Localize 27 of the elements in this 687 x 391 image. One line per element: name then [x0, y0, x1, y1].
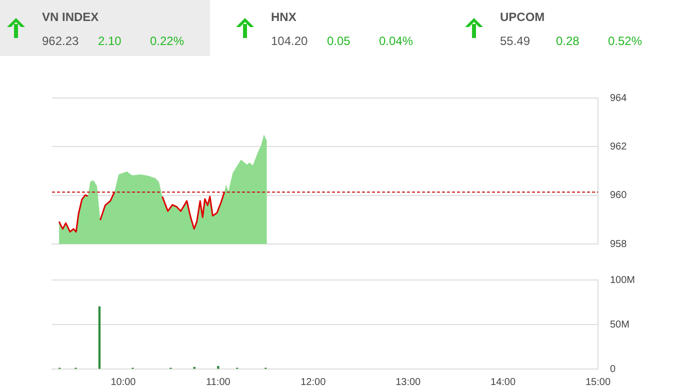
data-label: 962.23 — [42, 34, 79, 48]
bar — [98, 306, 101, 369]
x-tick-label: 13:00 — [396, 376, 422, 388]
data-label: 0.22% — [150, 34, 184, 48]
y-tick-label: 960 — [610, 190, 628, 202]
y-tick-label: 958 — [610, 238, 628, 250]
x-tick-label: 11:00 — [206, 376, 231, 388]
data-label: 104.20 — [271, 34, 308, 48]
bar — [217, 366, 220, 369]
category-label: HNX — [271, 10, 296, 24]
data-label: 0.05 — [327, 34, 350, 48]
data-label: 2.10 — [98, 34, 122, 48]
category-label: UPCOM — [500, 10, 545, 24]
x-tick-label: 14:00 — [490, 376, 516, 388]
y-tick-label: 0 — [610, 364, 616, 375]
y-tick-label: 50M — [610, 319, 630, 330]
category-label: VN INDEX — [42, 10, 99, 24]
y-tick-label: 964 — [610, 92, 628, 104]
x-tick-label: 12:00 — [300, 376, 326, 388]
y-tick-label: 100M — [610, 274, 636, 286]
x-tick-label: 10:00 — [110, 376, 136, 388]
y-tick-label: 962 — [610, 141, 628, 152]
data-label: 55.49 — [500, 34, 530, 48]
x-tick-label: 15:00 — [585, 376, 611, 388]
data-label: 0.04% — [379, 34, 414, 48]
data-label: 0.28 — [556, 34, 580, 48]
data-label: 0.52% — [608, 34, 642, 48]
